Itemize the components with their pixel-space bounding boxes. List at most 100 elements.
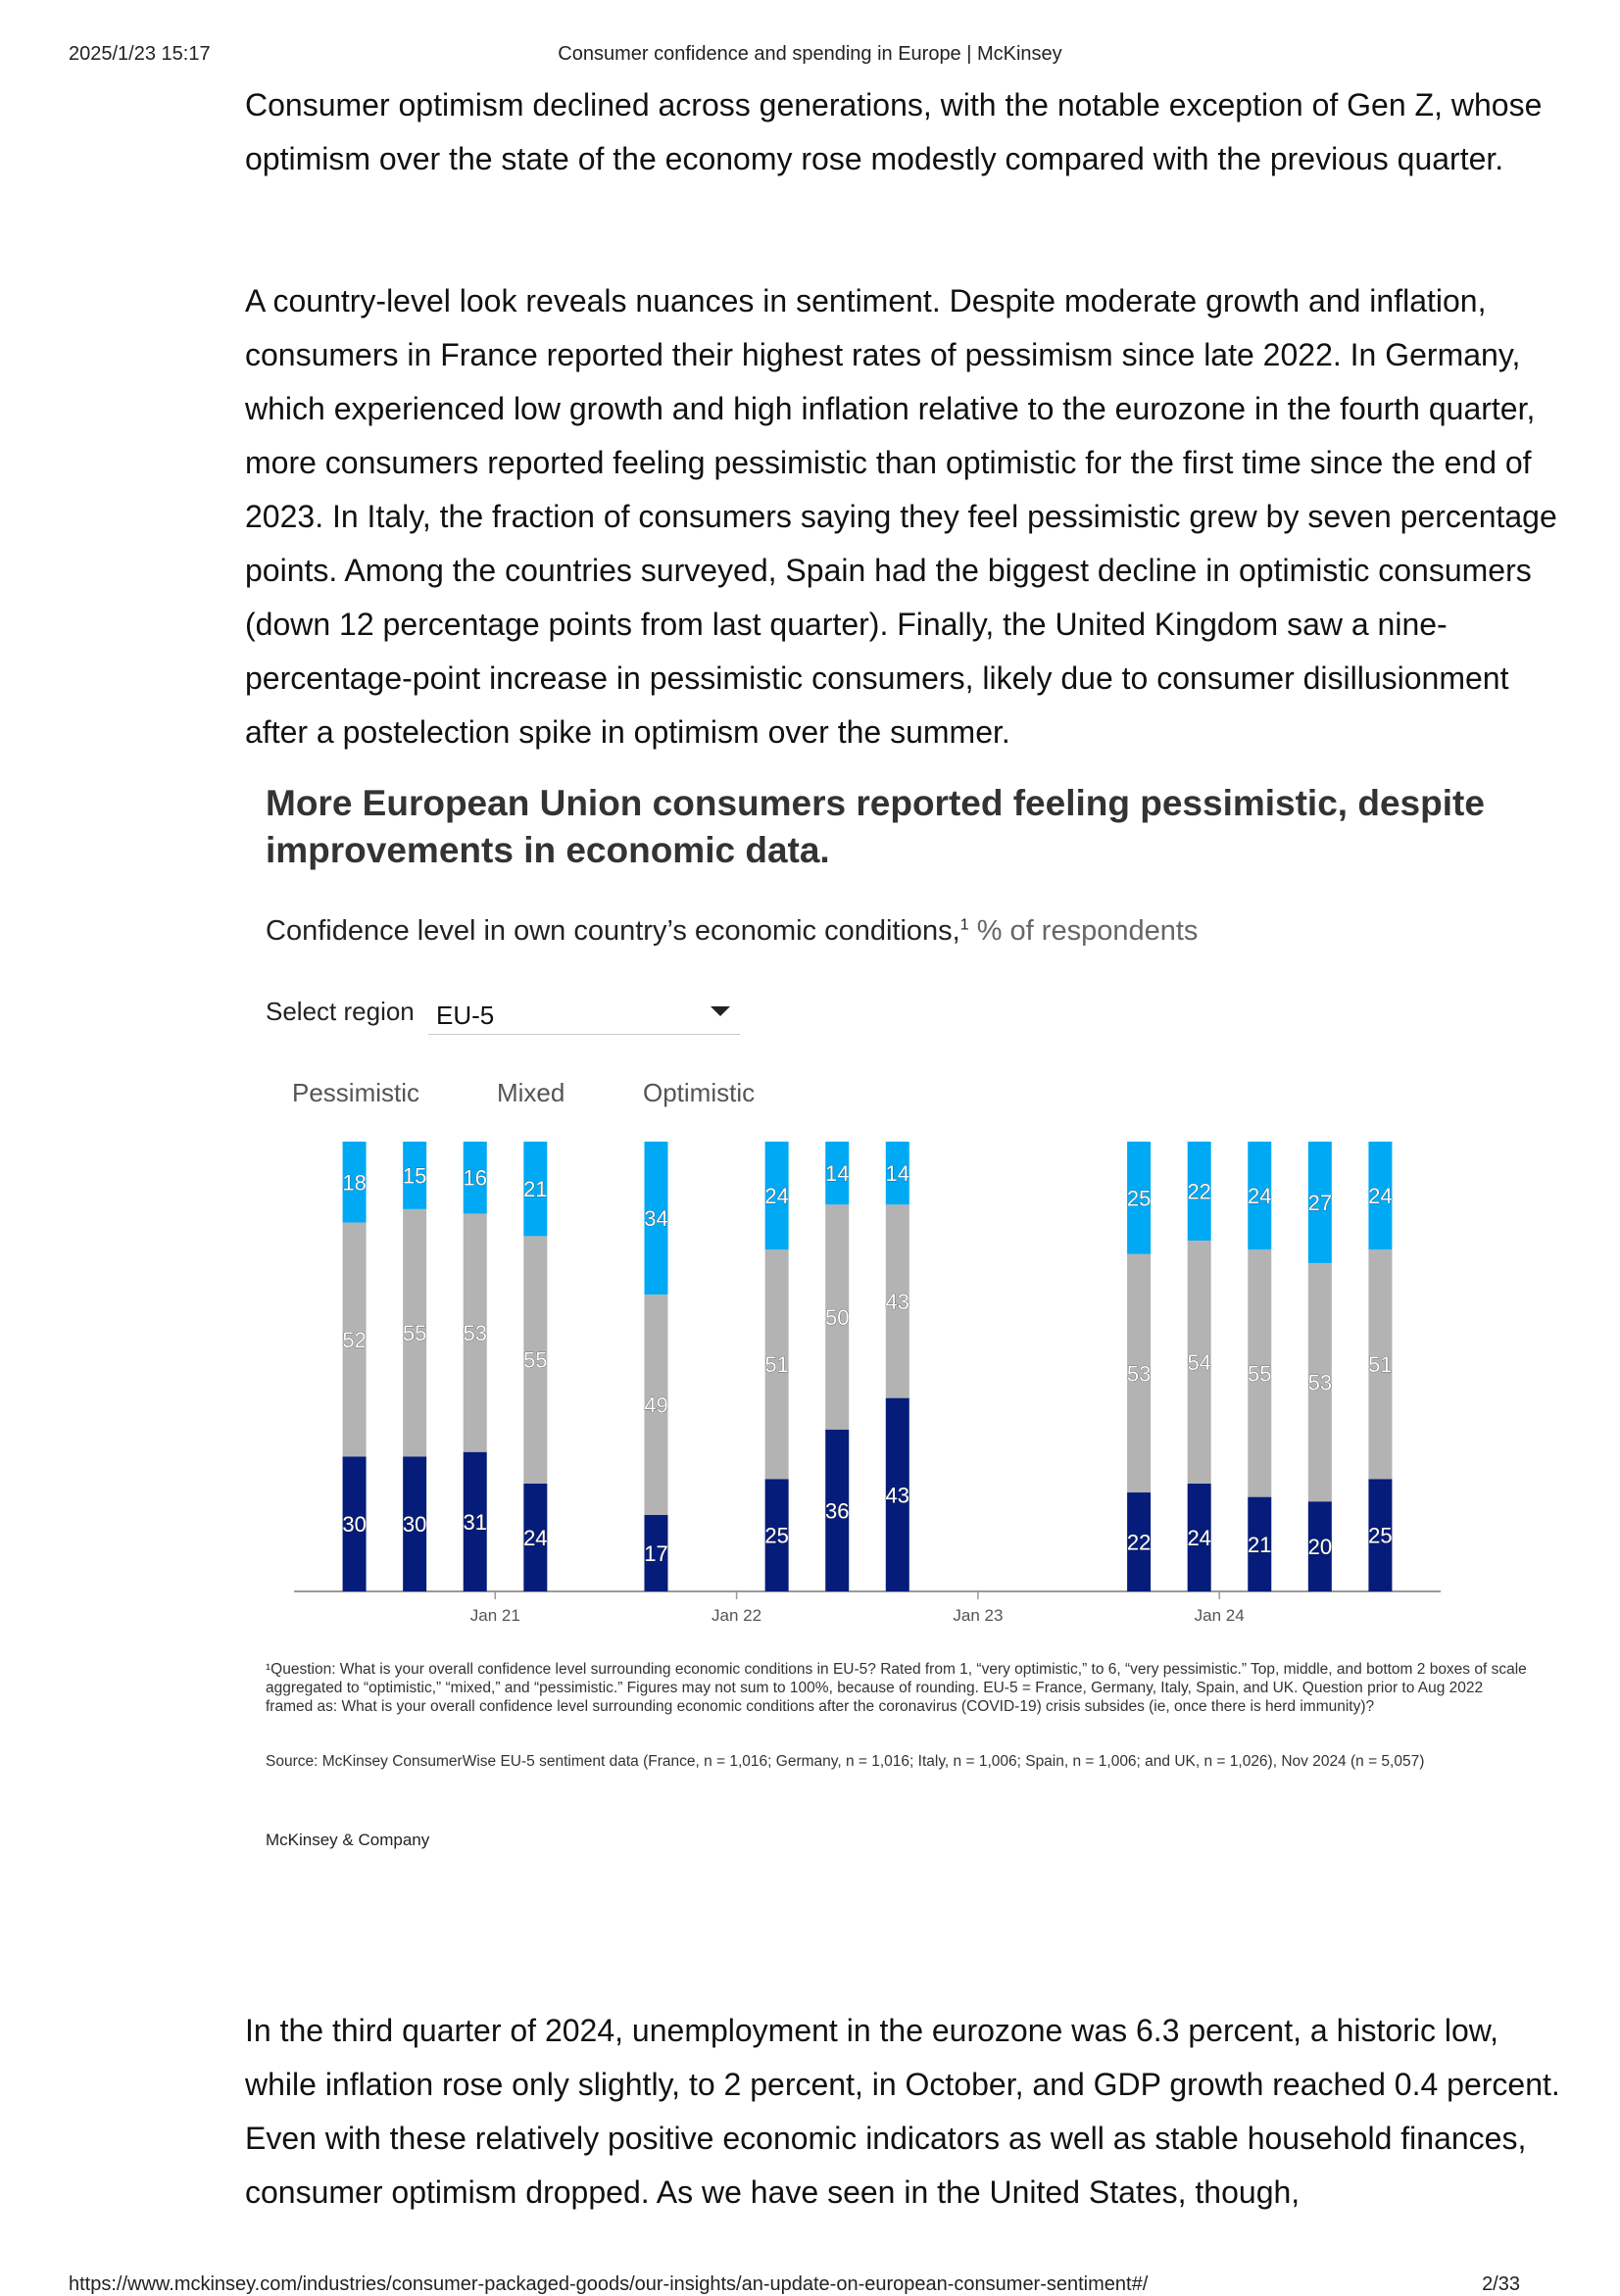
bar-segment-mixed (1127, 1253, 1152, 1493)
region-dropdown[interactable]: EU-5 (428, 990, 740, 1035)
exhibit-footnote: ¹Question: What is your overall confiden… (266, 1661, 1527, 1715)
data-label-mixed: 55 (403, 1321, 426, 1345)
data-label-pessimistic: 25 (1368, 1524, 1392, 1548)
data-label-optimistic: 18 (342, 1170, 366, 1195)
footnote-mark: 1 (959, 916, 969, 934)
data-label-optimistic: 24 (1368, 1184, 1392, 1208)
x-axis-tick-label: Jan 23 (953, 1606, 1003, 1625)
data-label-optimistic: 16 (463, 1166, 486, 1191)
data-label-pessimistic: 25 (764, 1524, 788, 1548)
bar-segment-mixed (644, 1295, 668, 1515)
data-label-optimistic: 27 (1308, 1191, 1332, 1215)
print-timestamp: 2025/1/23 15:17 (69, 43, 211, 65)
print-url: https://www.mckinsey.com/industries/cons… (69, 2273, 1149, 2295)
data-label-mixed: 50 (825, 1305, 849, 1330)
bar-segment-optimistic (644, 1142, 668, 1295)
article-paragraph: Consumer optimism declined across genera… (245, 87, 1543, 176)
data-label-mixed: 55 (523, 1348, 547, 1373)
article-paragraph: In the third quarter of 2024, unemployme… (245, 2013, 1560, 2210)
exhibit-source: Source: McKinsey ConsumerWise EU-5 senti… (266, 1753, 1425, 1770)
data-label-pessimistic: 22 (1127, 1531, 1151, 1555)
data-label-optimistic: 22 (1187, 1179, 1210, 1203)
bar-segment-pessimistic (463, 1451, 487, 1591)
bar-segment-pessimistic (1127, 1492, 1152, 1591)
data-label-pessimistic: 17 (644, 1541, 667, 1566)
bar-segment-pessimistic (1368, 1479, 1393, 1591)
bar-segment-optimistic (1248, 1142, 1272, 1250)
x-axis-tick-label: Jan 21 (470, 1606, 520, 1625)
data-label-pessimistic: 43 (886, 1483, 909, 1507)
bar-segment-mixed (885, 1204, 909, 1398)
x-axis-tick-label: Jan 24 (1195, 1606, 1245, 1625)
bar-segment-mixed (523, 1236, 548, 1484)
bar-segment-pessimistic (1248, 1496, 1272, 1591)
data-label-mixed: 53 (1308, 1371, 1332, 1395)
data-label-mixed: 55 (1248, 1361, 1271, 1386)
bar-segment-pessimistic (764, 1479, 789, 1591)
bar-segment-mixed (1307, 1262, 1332, 1502)
data-label-mixed: 53 (1127, 1361, 1151, 1386)
data-label-optimistic: 25 (1127, 1186, 1151, 1210)
data-label-pessimistic: 24 (523, 1526, 547, 1550)
data-label-optimistic: 24 (764, 1184, 788, 1208)
data-label-mixed: 53 (463, 1321, 486, 1345)
data-label-mixed: 51 (764, 1352, 788, 1377)
exhibit-subtitle: Confidence level in own country’s econom… (266, 915, 1198, 948)
bar-segment-pessimistic (1307, 1501, 1332, 1591)
bar-segment-pessimistic (1187, 1483, 1211, 1591)
data-label-optimistic: 14 (825, 1161, 849, 1186)
data-label-pessimistic: 36 (825, 1498, 849, 1523)
bar-segment-pessimistic (523, 1483, 548, 1591)
data-label-mixed: 49 (644, 1393, 667, 1418)
data-label-optimistic: 21 (523, 1177, 547, 1201)
select-region-label: Select region (266, 997, 415, 1026)
unit-label: % of respondents (968, 915, 1199, 947)
data-label-pessimistic: 24 (1187, 1526, 1210, 1550)
bar-segment-optimistic (825, 1142, 850, 1205)
print-page-title: Consumer confidence and spending in Euro… (558, 43, 1062, 65)
bar-segment-pessimistic (644, 1514, 668, 1591)
region-dropdown-value: EU-5 (436, 1001, 495, 1030)
data-label-pessimistic: 30 (403, 1512, 426, 1537)
data-label-mixed: 54 (1187, 1350, 1210, 1375)
exhibit-title: More European Union consumers reported f… (266, 783, 1485, 870)
bar-segment-mixed (463, 1213, 487, 1452)
bar-segment-mixed (1187, 1240, 1211, 1484)
bar-segment-mixed (825, 1204, 850, 1430)
legend-optimistic: Optimistic (643, 1078, 756, 1107)
bar-segment-optimistic (403, 1142, 427, 1209)
bar-segment-optimistic (1127, 1142, 1152, 1254)
data-label-optimistic: 34 (644, 1206, 667, 1231)
data-label-pessimistic: 30 (342, 1512, 366, 1537)
bar-segment-optimistic (523, 1142, 548, 1237)
bar-segment-optimistic (885, 1142, 909, 1205)
legend-pessimistic: Pessimistic (292, 1078, 420, 1107)
bar-segment-optimistic (342, 1142, 367, 1223)
bar-segment-pessimistic (403, 1456, 427, 1591)
stacked-bar-chart: Jan 21 Jan 22 Jan 23 Jan 24 30 52 18 30 55 15 31 53… (294, 1142, 1441, 1625)
bar-segment-optimistic (764, 1142, 789, 1250)
data-label-mixed: 52 (342, 1328, 366, 1352)
data-label-optimistic: 14 (886, 1161, 909, 1186)
bar-segment-pessimistic (885, 1397, 909, 1591)
data-label-pessimistic: 21 (1248, 1533, 1271, 1557)
legend-mixed: Mixed (497, 1078, 565, 1107)
bar-segment-mixed (1368, 1249, 1393, 1480)
data-label-optimistic: 15 (403, 1163, 426, 1188)
bar-segment-pessimistic (825, 1429, 850, 1591)
data-label-pessimistic: 20 (1308, 1535, 1332, 1559)
bar-segment-mixed (403, 1208, 427, 1457)
data-label-optimistic: 24 (1248, 1184, 1271, 1208)
bar-segment-mixed (1248, 1249, 1272, 1497)
bar-segment-optimistic (1307, 1142, 1332, 1263)
subtitle-text: Confidence level in own country’s econom… (266, 915, 960, 947)
brand-name: McKinsey & Company (266, 1831, 430, 1849)
print-page-number: 2/33 (1482, 2273, 1520, 2295)
bar-segment-optimistic (1187, 1142, 1211, 1241)
article-paragraph: A country-level look reveals nuances in … (245, 283, 1557, 750)
bar-segment-pessimistic (342, 1456, 367, 1591)
x-axis-tick-label: Jan 22 (712, 1606, 761, 1625)
bar-segment-mixed (342, 1222, 367, 1457)
data-label-mixed: 51 (1368, 1352, 1392, 1377)
bar-segment-mixed (764, 1249, 789, 1480)
